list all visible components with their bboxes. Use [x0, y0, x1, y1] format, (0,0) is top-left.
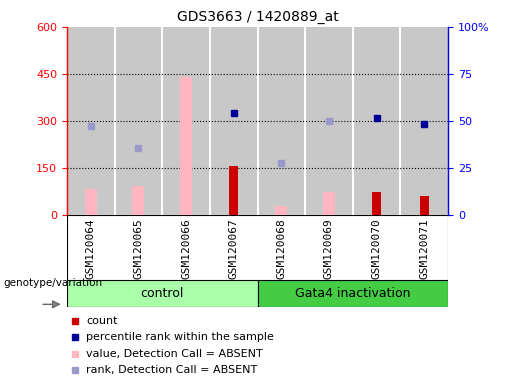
Bar: [258, 27, 305, 215]
Bar: [420, 196, 428, 215]
Text: rank, Detection Call = ABSENT: rank, Detection Call = ABSENT: [86, 366, 258, 376]
Bar: [353, 27, 401, 215]
Text: GSM120071: GSM120071: [419, 218, 429, 279]
Bar: [67, 27, 115, 215]
Bar: [114, 27, 162, 215]
Text: percentile rank within the sample: percentile rank within the sample: [86, 332, 274, 342]
Bar: [305, 27, 353, 215]
Text: GSM120065: GSM120065: [133, 218, 143, 279]
Bar: [180, 77, 192, 215]
Text: genotype/variation: genotype/variation: [3, 278, 102, 288]
Text: GSM120066: GSM120066: [181, 218, 191, 279]
Text: control: control: [141, 287, 184, 300]
Bar: [276, 206, 287, 215]
Bar: [162, 27, 210, 215]
Text: value, Detection Call = ABSENT: value, Detection Call = ABSENT: [86, 349, 263, 359]
Bar: [372, 192, 381, 215]
Text: GSM120068: GSM120068: [277, 218, 286, 279]
Bar: [132, 186, 144, 215]
FancyBboxPatch shape: [258, 280, 448, 307]
Text: GSM120067: GSM120067: [229, 218, 238, 279]
Text: GSM120064: GSM120064: [86, 218, 96, 279]
Bar: [229, 166, 238, 215]
Bar: [401, 27, 448, 215]
Text: GSM120069: GSM120069: [324, 218, 334, 279]
Text: Gata4 inactivation: Gata4 inactivation: [295, 287, 410, 300]
Bar: [323, 192, 335, 215]
Title: GDS3663 / 1420889_at: GDS3663 / 1420889_at: [177, 10, 338, 25]
Text: count: count: [86, 316, 117, 326]
FancyBboxPatch shape: [67, 280, 258, 307]
Bar: [85, 189, 97, 215]
Text: GSM120070: GSM120070: [372, 218, 382, 279]
Bar: [210, 27, 258, 215]
